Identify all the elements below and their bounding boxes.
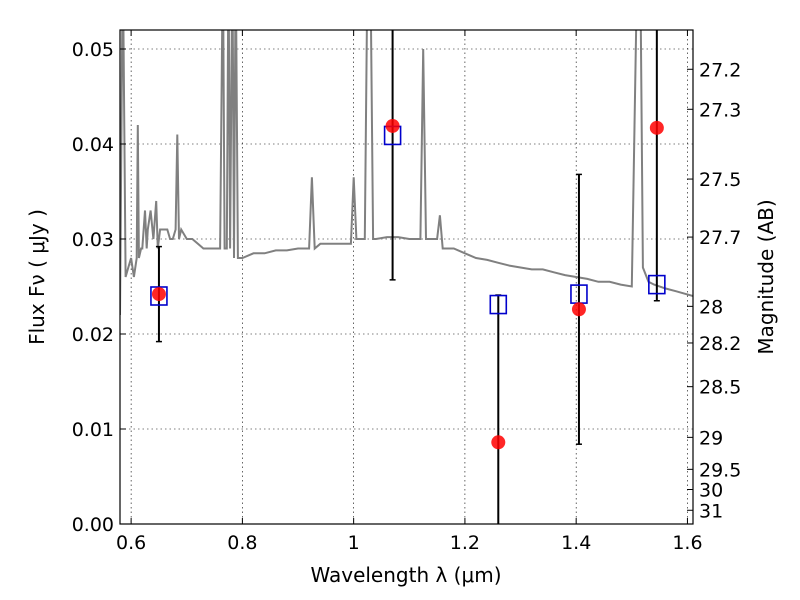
magnitude-tick-label: 29 [699, 427, 723, 449]
observed-flux-point [571, 302, 586, 317]
y-tick-label: 0.05 [72, 39, 114, 61]
magnitude-tick-label: 31 [699, 500, 723, 522]
observed-flux-point [649, 120, 664, 135]
y-tick-label: 0.02 [72, 324, 114, 346]
x-axis-label: Wavelength λ (μm) [310, 563, 501, 587]
magnitude-tick-label: 27.3 [699, 99, 741, 121]
model-photometry-square [489, 294, 508, 315]
observed-flux-point [385, 118, 400, 133]
model-photometry-square [648, 274, 666, 295]
y-tick-label: 0.03 [72, 229, 114, 251]
x-tick-label: 1.4 [561, 532, 591, 554]
magnitude-tick-label: 27.2 [699, 59, 741, 81]
x-tick-label: 1 [348, 532, 360, 554]
observed-flux-point [151, 287, 166, 302]
magnitude-tick-label: 28 [699, 296, 723, 318]
magnitude-tick-label: 27.7 [699, 227, 741, 249]
y-axis-ticks: 0.00 0.01 0.02 0.03 0.04 0.05 [72, 39, 126, 536]
magnitude-tick-label: 28.2 [699, 333, 741, 355]
y-tick-label: 0.04 [72, 134, 114, 156]
x-axis-ticks: 0.6 0.8 1 1.2 1.4 1.6 [116, 30, 703, 554]
plot-background [120, 30, 693, 524]
magnitude-tick-label: 27.5 [699, 169, 741, 191]
x-tick-label: 1.6 [672, 532, 702, 554]
magnitude-tick-label: 30 [699, 480, 723, 502]
magnitude-tick-label: 28.5 [699, 377, 741, 399]
y-axis-label: Flux Fν ( μJy ) [25, 209, 49, 345]
magnitude-tick-label: 29.5 [699, 459, 741, 481]
plot-frame [119, 29, 694, 525]
magnitude-axis-label: Magnitude (AB) [754, 199, 778, 354]
x-tick-label: 0.6 [116, 532, 146, 554]
observed-flux-markers [151, 118, 664, 450]
model-spectrum-line [120, 30, 693, 316]
x-tick-label: 0.8 [227, 532, 257, 554]
observed-flux-point [491, 435, 506, 450]
y-tick-label: 0.00 [72, 514, 114, 536]
y-tick-label: 0.01 [72, 419, 114, 441]
x-tick-label: 1.2 [450, 532, 480, 554]
model-photometry-square [150, 286, 168, 306]
